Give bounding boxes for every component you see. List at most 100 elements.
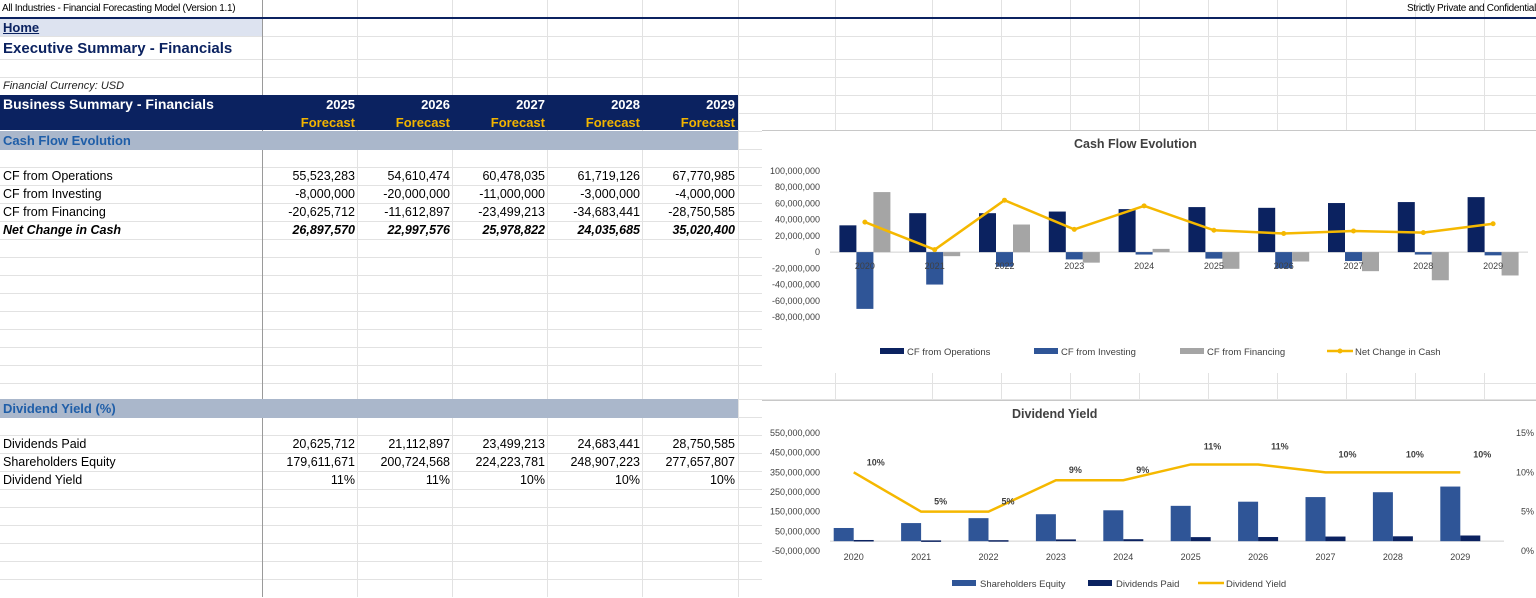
table-cell[interactable]: -20,625,712	[288, 205, 355, 219]
table-cell[interactable]: -20,000,000	[383, 187, 450, 201]
line-point	[1141, 203, 1147, 209]
line-point	[1420, 230, 1426, 236]
line-point	[862, 219, 868, 225]
line-point	[1490, 221, 1496, 227]
table-cell[interactable]: 60,478,035	[482, 169, 545, 183]
table-cell[interactable]: -28,750,585	[668, 205, 735, 219]
x-tick-label: 2029	[1483, 261, 1503, 271]
table-cell[interactable]: -34,683,441	[573, 205, 640, 219]
bar-cf-from-investing	[856, 252, 874, 309]
y-tick-label: 0	[815, 247, 820, 257]
dividend-yield-chart[interactable]: Dividend Yield 550,000,000 450,000,000 350,…	[762, 400, 1536, 598]
legend-entry: CF from Investing	[1061, 347, 1136, 358]
y-tick-label: -60,000,000	[772, 296, 820, 306]
table-cell[interactable]: 10%	[709, 473, 735, 487]
x-tick-label: 2026	[1248, 552, 1268, 562]
table-cell[interactable]: 179,611,671	[286, 455, 355, 469]
bar-cf-from-investing	[996, 252, 1013, 267]
table-cell[interactable]: 28,750,585	[672, 437, 735, 451]
table-cell[interactable]: 23,499,213	[482, 437, 545, 451]
bar-cf-from-investing	[1414, 252, 1432, 255]
bar-shareholders-equity	[1238, 501, 1259, 542]
data-label: 5%	[1002, 497, 1015, 507]
y2-tick-label: 10%	[1516, 467, 1534, 477]
table-cell[interactable]: 10%	[519, 473, 545, 487]
legend-entry: CF from Financing	[1207, 347, 1285, 358]
bar-shareholders-equity	[1035, 514, 1056, 542]
x-tick-label: 2028	[1413, 261, 1433, 271]
y-tick-label: -80,000,000	[772, 312, 820, 322]
row-label: CF from Operations	[3, 169, 113, 183]
table-cell[interactable]: -11,612,897	[384, 205, 450, 219]
bar-shareholders-equity	[901, 523, 922, 542]
table-cell[interactable]: -4,000,000	[675, 187, 735, 201]
bar-cf-from-operations	[1118, 209, 1136, 253]
table-cell[interactable]: 24,683,441	[577, 437, 640, 451]
home-link-cell[interactable]: Home	[0, 19, 262, 36]
table-cell[interactable]: 277,657,807	[665, 455, 735, 469]
table-cell[interactable]: -11,000,000	[479, 187, 545, 201]
table-cell[interactable]: -23,499,213	[478, 205, 545, 219]
bar-cf-from-financing	[1082, 252, 1100, 263]
y-tick-label: 450,000,000	[770, 448, 820, 458]
data-label: 9%	[1069, 465, 1082, 475]
bar-cf-from-financing	[1152, 248, 1170, 253]
data-label: 11%	[1271, 441, 1289, 451]
table-cell[interactable]: 20,625,712	[292, 437, 355, 451]
x-tick-label: 2027	[1315, 552, 1335, 562]
bar-cf-from-operations	[1048, 211, 1066, 253]
period-label: Forecast	[680, 115, 735, 130]
cash-flow-chart[interactable]: Cash Flow Evolution 100,000,000 80,000,000…	[762, 130, 1536, 373]
table-cell[interactable]: 26,897,570	[292, 223, 355, 237]
table-cell[interactable]: 10%	[614, 473, 640, 487]
legend-entry: Dividend Yield	[1226, 579, 1286, 590]
table-cell[interactable]: 24,035,685	[577, 223, 640, 237]
table-cell[interactable]: 248,907,223	[570, 455, 640, 469]
table-cell[interactable]: 22,997,576	[387, 223, 450, 237]
y2-tick-label: 15%	[1516, 428, 1534, 438]
summary-title: Business Summary - Financials	[3, 96, 214, 112]
table-cell[interactable]: 54,610,474	[387, 169, 450, 183]
bar-cf-from-financing	[1431, 252, 1449, 281]
y-tick-label: -20,000,000	[772, 263, 820, 273]
row-label: Shareholders Equity	[3, 455, 116, 469]
bar-cf-from-investing	[1065, 252, 1083, 260]
table-cell[interactable]: 200,724,568	[380, 455, 450, 469]
table-cell[interactable]: 67,770,985	[672, 169, 735, 183]
cash-flow-chart-svg: Cash Flow Evolution 100,000,000 80,000,000…	[770, 137, 1528, 358]
home-link[interactable]: Home	[3, 20, 40, 35]
bar-cf-from-financing	[1013, 224, 1030, 253]
legend-entry: Dividends Paid	[1116, 579, 1179, 590]
bar-cf-from-financing	[943, 252, 961, 257]
x-tick-label: 2021	[911, 552, 931, 562]
y-tick-label: 250,000,000	[770, 487, 820, 497]
data-label: 10%	[1473, 449, 1491, 459]
table-cell[interactable]: -8,000,000	[295, 187, 355, 201]
data-label: 9%	[1136, 465, 1149, 475]
bar-cf-from-investing	[1135, 252, 1153, 255]
data-label: 11%	[1204, 441, 1222, 451]
table-cell[interactable]: 224,223,781	[475, 455, 545, 469]
page-title: Executive Summary - Financials	[3, 40, 233, 57]
year-2026: 2026	[421, 97, 450, 112]
currency-note: Financial Currency: USD	[3, 80, 125, 92]
bar-shareholders-equity	[1440, 486, 1461, 542]
x-tick-label: 2023	[1064, 261, 1084, 271]
table-cell[interactable]: -3,000,000	[580, 187, 640, 201]
bar-shareholders-equity	[968, 518, 989, 542]
y-tick-label: 100,000,000	[770, 166, 820, 176]
table-cell[interactable]: 61,719,126	[577, 169, 640, 183]
year-2027: 2027	[516, 97, 545, 112]
line-point	[1211, 227, 1217, 233]
table-cell[interactable]: 25,978,822	[482, 223, 545, 237]
bar-cf-from-investing	[1275, 252, 1293, 269]
table-cell[interactable]: 11%	[330, 473, 355, 487]
table-cell[interactable]: 35,020,400	[672, 223, 735, 237]
period-label: Forecast	[300, 115, 355, 130]
legend-entry: CF from Operations	[907, 347, 991, 358]
table-cell[interactable]: 11%	[425, 473, 450, 487]
y-tick-label: 550,000,000	[770, 428, 820, 438]
table-cell[interactable]: 55,523,283	[292, 169, 355, 183]
table-cell[interactable]: 21,112,897	[388, 437, 450, 451]
bar-dividends-paid	[1123, 539, 1144, 542]
